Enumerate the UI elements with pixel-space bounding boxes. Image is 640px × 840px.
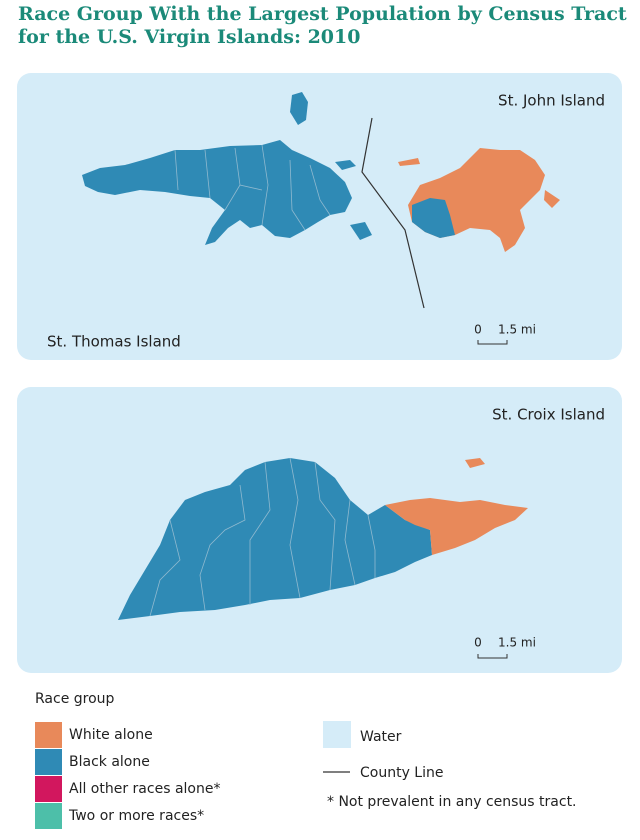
- island-label: St. Croix Island: [492, 406, 605, 424]
- islet: [544, 190, 560, 208]
- legend-label: Water: [360, 729, 402, 745]
- scale-label: 0: [474, 636, 482, 650]
- scale-label: 1.5 mi: [498, 636, 536, 650]
- scale-label: 0: [474, 323, 482, 337]
- legend-label: White alone: [69, 727, 153, 743]
- st-croix-east: [385, 498, 528, 555]
- legend-label: County Line: [360, 765, 444, 781]
- title-line: for the U.S. Virgin Islands: 2010: [18, 26, 360, 48]
- tract-line: [149, 457, 376, 617]
- st-thomas: [82, 140, 352, 245]
- islet: [290, 92, 308, 125]
- legend-swatch: [35, 722, 62, 748]
- islet: [335, 160, 356, 170]
- county-line: [361, 117, 425, 309]
- scale-bar: [477, 654, 508, 659]
- legend-items: White alone Black alone All other races al…: [35, 722, 220, 829]
- legend-swatch: [323, 721, 351, 748]
- legend-label: Two or more races*: [68, 808, 204, 824]
- legend-note: * Not prevalent in any census tract.: [327, 794, 577, 810]
- scale-bar: [477, 340, 508, 345]
- islet: [398, 158, 420, 166]
- legend-title: Race group: [35, 691, 115, 707]
- legend-swatch: [35, 776, 62, 802]
- legend-swatch: [35, 749, 62, 775]
- islet: [465, 458, 485, 468]
- scale-label: 1.5 mi: [498, 323, 536, 337]
- island-label: St. Thomas Island: [47, 333, 181, 351]
- legend-swatch: [35, 803, 62, 829]
- tract-line: [174, 144, 331, 231]
- title-line: Race Group With the Largest Population b…: [18, 3, 627, 25]
- legend-label: All other races alone*: [69, 781, 220, 797]
- island-label: St. John Island: [498, 92, 605, 110]
- legend-label: Black alone: [69, 754, 150, 770]
- st-john-tract: [412, 198, 455, 238]
- islet: [350, 222, 372, 240]
